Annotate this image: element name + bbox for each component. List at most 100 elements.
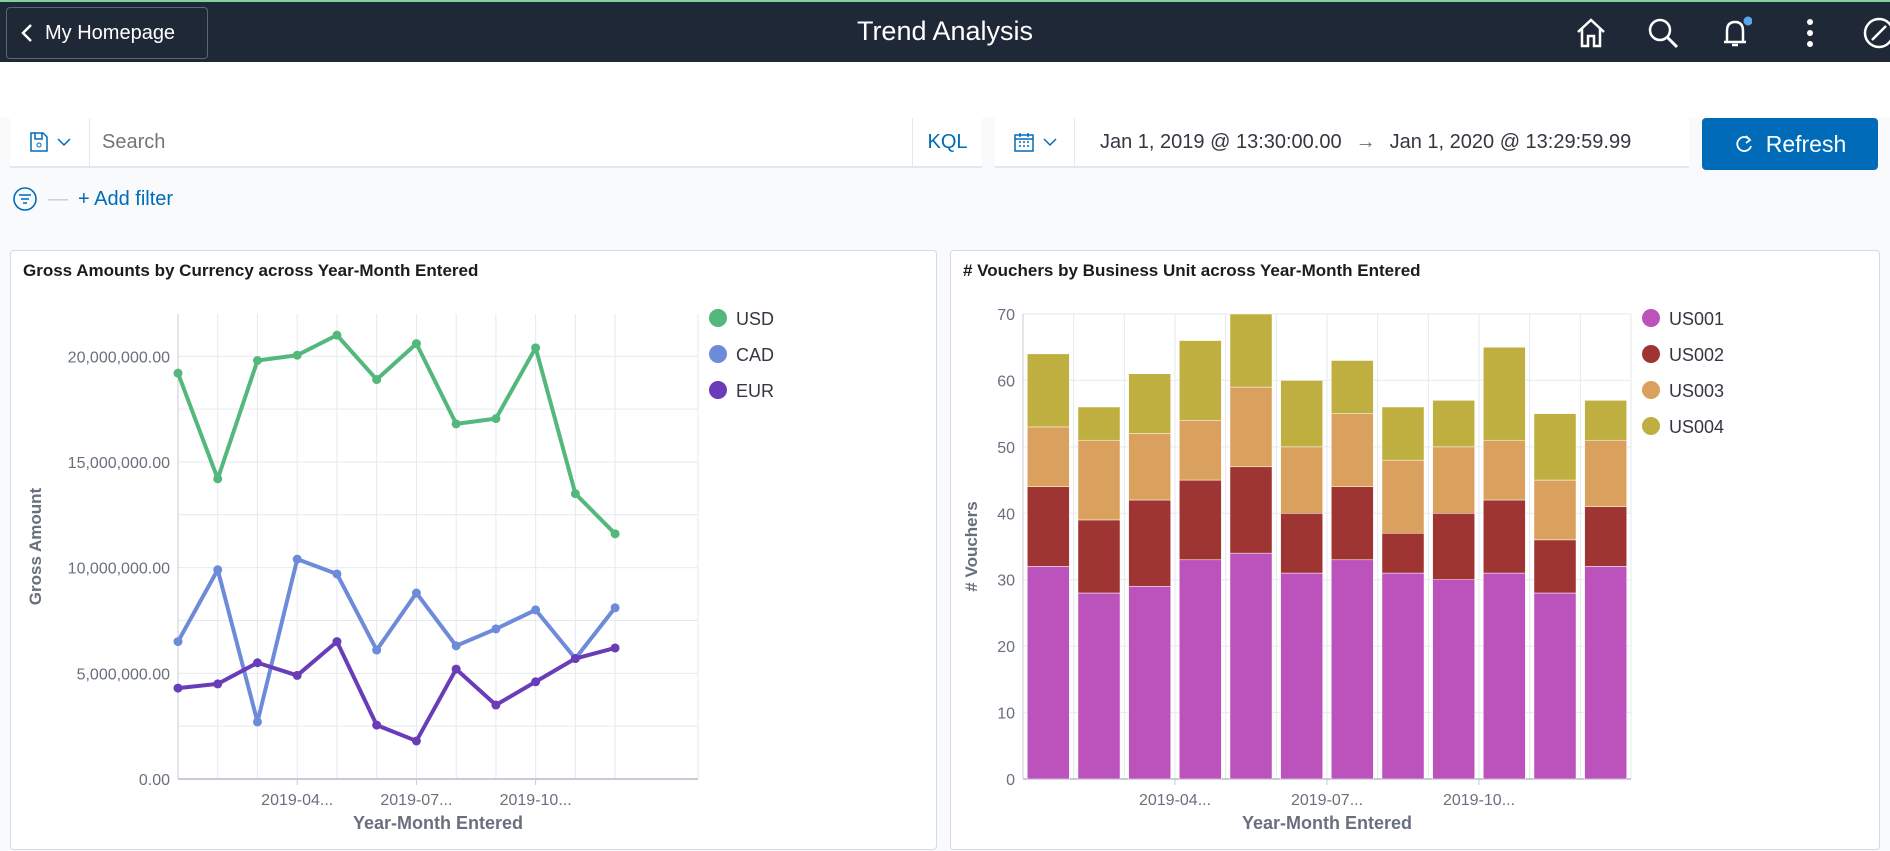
divider: —	[48, 187, 68, 210]
data-point-eur	[372, 720, 382, 730]
y-tick-label: 70	[997, 307, 1015, 324]
bar-segment-us003	[1128, 433, 1171, 501]
bar-segment-us002	[1483, 499, 1526, 574]
data-point-usd	[252, 356, 262, 365]
y-tick-label: 0	[1006, 772, 1015, 789]
start-date[interactable]: Jan 1, 2019 @ 13:30:00.00	[1100, 130, 1342, 153]
data-point-usd	[451, 419, 461, 429]
y-tick-label: 40	[997, 506, 1015, 523]
stacked-bar-chart: 0 10 20 30 40 50 60 70 2019-04... 2019-07... 2019-…	[962, 307, 1724, 833]
end-date[interactable]: Jan 1, 2020 @ 13:29:59.99	[1389, 130, 1632, 153]
bar-segment-us004	[1483, 346, 1526, 441]
bar-segment-us004	[1533, 413, 1577, 481]
page-title: Trend Analysis	[856, 16, 1034, 46]
data-point-eur	[252, 658, 262, 668]
data-point-eur	[332, 637, 342, 647]
legend-label-eur: EUR	[736, 381, 774, 401]
bar-segment-us004	[1432, 400, 1475, 448]
bar-segment-us003	[1381, 459, 1425, 534]
bar-segment-us004	[1128, 373, 1171, 434]
y-tick-label: 0.00	[139, 772, 170, 789]
bar-segment-us004	[1229, 313, 1273, 388]
search-icon[interactable]	[1646, 16, 1680, 50]
x-axis-title: Year-Month Entered	[1242, 813, 1412, 833]
back-to-homepage-button[interactable]: My Homepage	[6, 7, 208, 59]
bar-segment-us003	[1483, 439, 1526, 501]
chevron-left-icon	[21, 24, 32, 42]
bar-segment-us002	[1381, 532, 1425, 574]
arrow-right-icon: →	[1355, 130, 1376, 153]
quick-date-menu-button[interactable]	[995, 118, 1075, 166]
bar-segment-us001	[1533, 592, 1577, 780]
data-point-cad	[491, 624, 501, 634]
data-point-cad	[213, 565, 223, 575]
back-label: My Homepage	[45, 21, 176, 44]
vouchers-panel: # Vouchers by Business Unit across Year-…	[950, 250, 1880, 850]
bar-segment-us004	[1280, 380, 1323, 448]
bar-segment-us003	[1584, 439, 1627, 507]
data-point-usd	[610, 529, 620, 539]
x-tick-label: 2019-10...	[1443, 792, 1515, 809]
gross-amounts-panel: Gross Amounts by Currency across Year-Mo…	[10, 250, 937, 850]
data-point-usd	[173, 368, 183, 378]
bar-segment-us001	[1027, 566, 1070, 780]
bar-segment-us003	[1179, 420, 1222, 481]
data-point-eur	[411, 736, 421, 746]
bar-segment-us003	[1432, 446, 1475, 514]
bar-segment-us001	[1179, 559, 1222, 780]
y-tick-label: 50	[997, 440, 1015, 457]
bar-segment-us001	[1280, 572, 1323, 780]
bar-segment-us004	[1331, 360, 1374, 414]
bar-segment-us001	[1128, 586, 1171, 780]
bar-segment-us001	[1483, 572, 1526, 780]
data-point-cad	[610, 603, 620, 613]
panel-title: Gross Amounts by Currency across Year-Mo…	[23, 261, 479, 280]
data-point-eur	[451, 664, 461, 674]
save-icon	[29, 132, 48, 152]
data-point-usd	[372, 375, 382, 385]
y-tick-label: 60	[997, 373, 1015, 390]
refresh-icon	[1736, 135, 1752, 152]
bar-segment-us002	[1584, 506, 1627, 567]
x-tick-label: 2019-07...	[380, 792, 452, 809]
data-point-cad	[252, 717, 262, 727]
search-input[interactable]	[90, 118, 912, 166]
bar-segment-us003	[1229, 386, 1273, 468]
data-point-cad	[292, 554, 302, 564]
legend-label-us001: US001	[1669, 309, 1724, 329]
compass-icon[interactable]	[1862, 16, 1890, 50]
legend-label-us003: US003	[1669, 381, 1724, 401]
line-chart: 0.00 5,000,000.00 10,000,000.00 15,000,000.…	[26, 309, 774, 833]
data-point-cad	[372, 645, 382, 655]
legend-swatch-usd	[709, 309, 727, 327]
chevron-down-icon	[1042, 138, 1057, 147]
more-options-icon[interactable]	[1793, 16, 1827, 50]
bar-segment-us001	[1584, 566, 1627, 780]
data-point-usd	[531, 343, 541, 353]
bar-segment-us002	[1027, 486, 1070, 567]
x-tick-label: 2019-04...	[261, 792, 333, 809]
legend-swatch-us001	[1642, 309, 1660, 327]
panel-title: # Vouchers by Business Unit across Year-…	[963, 261, 1421, 280]
filter-icon[interactable]	[12, 186, 38, 212]
legend-label-us004: US004	[1669, 417, 1724, 437]
refresh-button[interactable]: Refresh	[1702, 118, 1878, 170]
bar-segment-us001	[1077, 592, 1121, 780]
bar-segment-us001	[1381, 572, 1425, 780]
saved-query-menu-button[interactable]	[10, 118, 90, 166]
bar-segment-us002	[1533, 539, 1577, 594]
y-tick-label: 10,000,000.00	[68, 561, 170, 578]
kql-toggle-button[interactable]: KQL	[912, 118, 982, 166]
bar-segment-us002	[1128, 499, 1171, 587]
add-filter-button[interactable]: + Add filter	[78, 187, 174, 210]
bar-segment-us004	[1381, 406, 1425, 461]
y-axis-title: # Vouchers	[962, 501, 981, 591]
data-point-eur	[531, 677, 541, 687]
data-point-eur	[292, 670, 302, 680]
bar-segment-us003	[1533, 479, 1577, 541]
home-icon[interactable]	[1574, 16, 1608, 50]
bell-icon[interactable]	[1718, 16, 1752, 50]
x-axis-title: Year-Month Entered	[353, 813, 523, 833]
bar-segment-us002	[1432, 513, 1475, 580]
y-tick-label: 20	[997, 639, 1015, 656]
